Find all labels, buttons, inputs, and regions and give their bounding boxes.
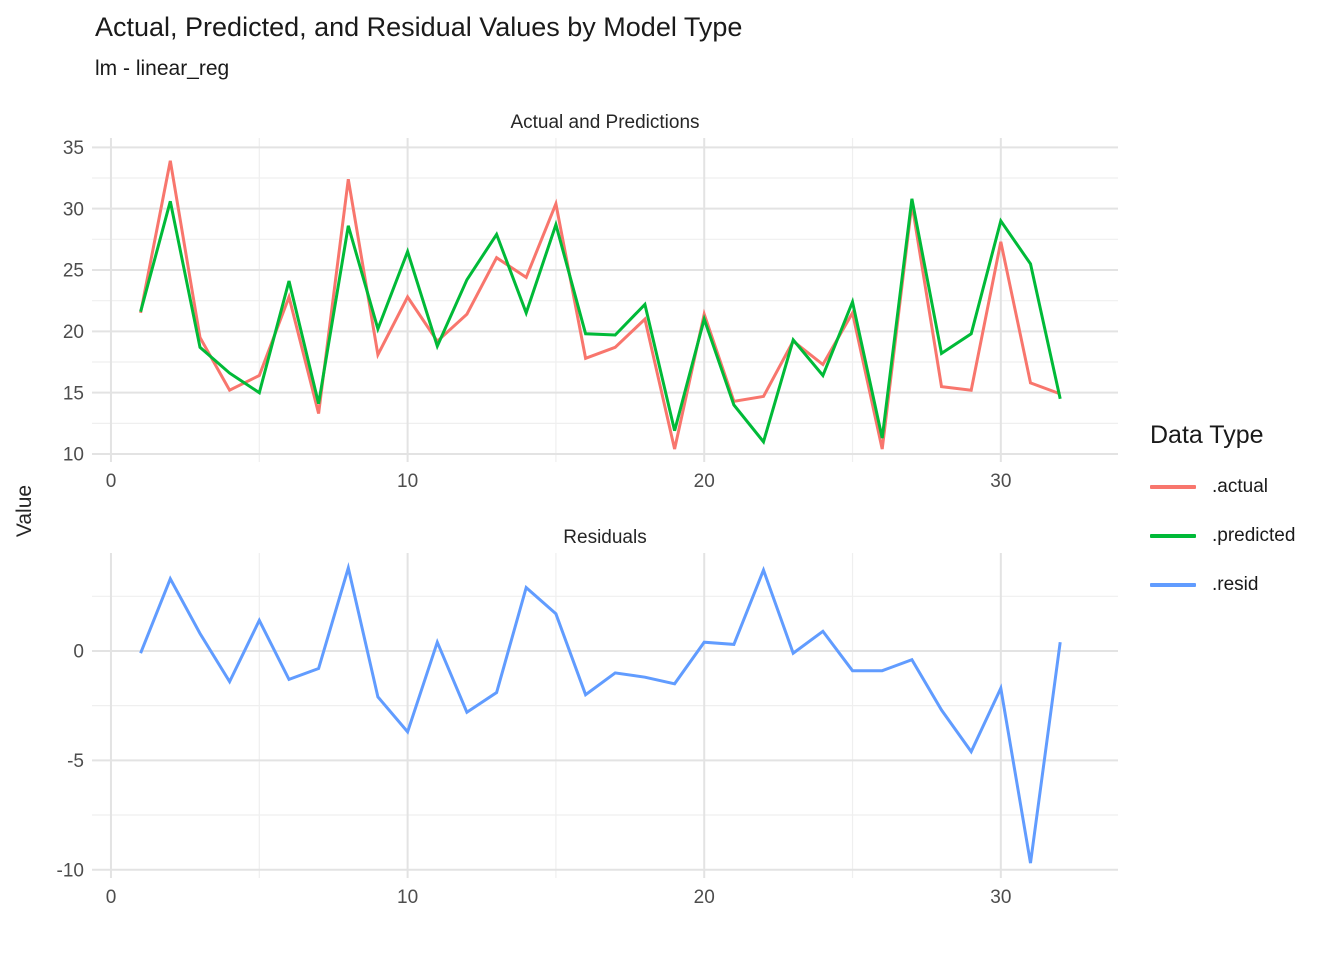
axis-tick-label: 30	[990, 471, 1011, 492]
legend: Data Type .actual .predicted .resid	[1150, 421, 1340, 623]
axis-tick-label: 10	[63, 445, 84, 466]
legend-item-actual: .actual	[1150, 476, 1340, 498]
panel-title-residuals: Residuals	[563, 527, 647, 548]
legend-label-predicted: .predicted	[1212, 525, 1296, 546]
axis-tick-label: 20	[694, 887, 715, 908]
plot-subtitle: lm - linear_reg	[95, 57, 230, 80]
line-predicted	[139, 198, 1062, 445]
line-actual	[139, 160, 1061, 450]
resid-line-swatch	[1150, 583, 1196, 587]
legend-label-resid: .resid	[1212, 574, 1259, 595]
legend-label-actual: .actual	[1212, 476, 1268, 497]
axis-tick-label: 0	[106, 887, 117, 908]
axis-tick-label: 35	[63, 138, 84, 159]
panel-title-actual-predictions: Actual and Predictions	[510, 112, 700, 133]
axis-tick-label: 0	[106, 471, 117, 492]
actual-line-swatch	[1150, 485, 1196, 489]
line-resid	[139, 561, 1062, 864]
plot-title: Actual, Predicted, and Residual Values b…	[95, 12, 743, 42]
axis-tick-label: -5	[67, 751, 84, 772]
axis-tick-label: 25	[63, 261, 84, 282]
legend-title: Data Type	[1150, 421, 1264, 449]
predicted-line-swatch	[1150, 534, 1196, 538]
axis-tick-label: 15	[63, 383, 84, 404]
axis-tick-label: 30	[63, 199, 84, 220]
axis-tick-label: 20	[63, 322, 84, 343]
legend-item-resid: .resid	[1150, 574, 1340, 596]
axis-tick-label: 10	[397, 887, 418, 908]
axis-tick-label: -10	[57, 860, 84, 881]
axis-tick-label: 10	[397, 471, 418, 492]
legend-item-predicted: .predicted	[1150, 525, 1340, 547]
axis-tick-label: 30	[990, 887, 1011, 908]
axis-tick-label: 20	[694, 471, 715, 492]
axis-tick-label: 0	[73, 642, 84, 663]
